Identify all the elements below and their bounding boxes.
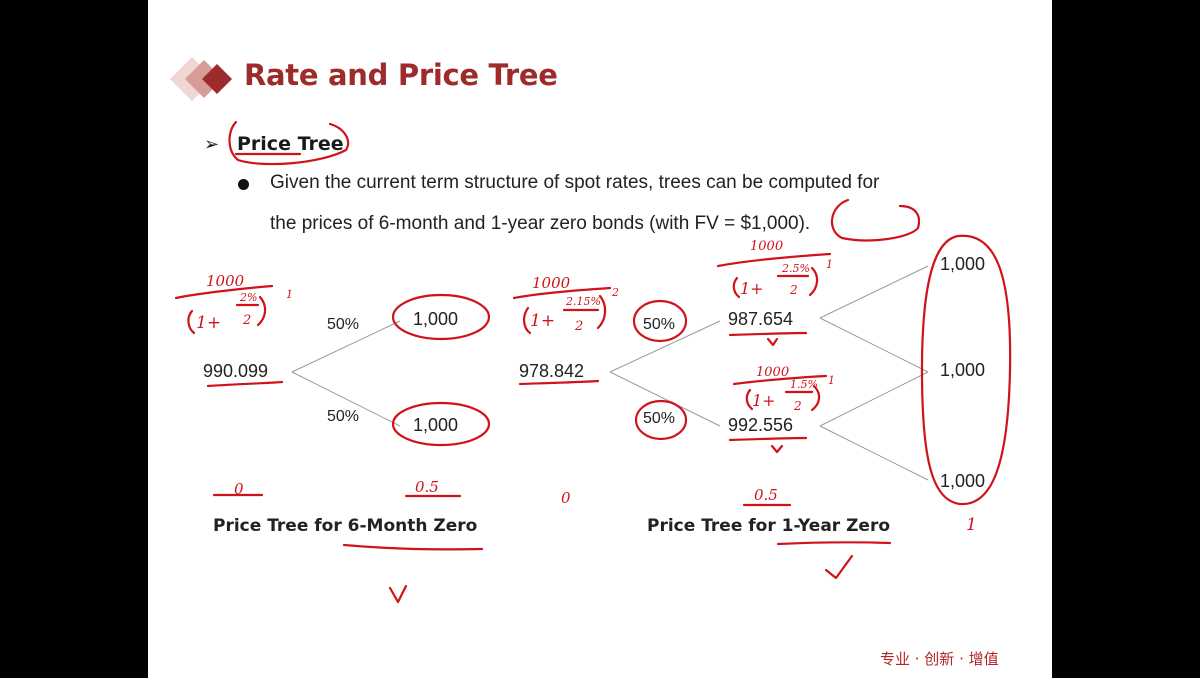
bullet-text-line1: Given the current term structure of spot… (270, 172, 880, 193)
annotation-down-exp: 1 (828, 374, 835, 387)
annotation-down-two: 2 (793, 399, 802, 413)
bullet-text-line2: the prices of 6-month and 1-year zero bo… (270, 213, 811, 234)
tree-1y-up-probability: 50% (643, 316, 676, 333)
annotation-6m-one-plus: 1+ (196, 313, 221, 333)
tree-6m-down-price: 1,000 (413, 415, 459, 435)
annotation-down-one-plus: 1+ (752, 391, 776, 410)
tree-6m-up-price: 1,000 (413, 309, 459, 329)
annotation-1y-numerator: 1000 (532, 274, 571, 292)
logo-diamonds (170, 57, 232, 101)
annotation-up-rate: 2.5% (781, 262, 810, 275)
annotation-1y-two: 2 (574, 319, 583, 334)
tree-1y-ud-price: 1,000 (940, 360, 986, 380)
tree-1y-caption: Price Tree for 1-Year Zero (647, 516, 891, 536)
annotation-6m-rate: 2% (239, 291, 257, 304)
footer-slogan: 专业 · 创新 · 增值 (880, 650, 999, 668)
tree-1y-uu-price: 1,000 (940, 254, 986, 274)
annotation-time-05-1y: 0.5 (754, 486, 778, 504)
tree-6m-up-probability: 50% (327, 316, 360, 333)
tree-1y-dd-price: 1,000 (940, 471, 986, 491)
tree-1y-root-price: 978.842 (519, 361, 585, 381)
annotation-up-numerator: 1000 (750, 239, 783, 254)
tree-1y-up-price: 987.654 (728, 309, 794, 329)
annotation-1y-one-plus: 1+ (530, 311, 555, 331)
annotation-time-05-6m: 0.5 (415, 478, 439, 496)
arrow-bullet-icon: ➢ (204, 134, 220, 155)
tree-1y-down-price: 992.556 (728, 415, 794, 435)
annotation-up-two: 2 (789, 283, 798, 297)
annotation-time-0-6m: 0 (234, 480, 244, 498)
section-heading: Price Tree (237, 133, 344, 155)
annotation-time-1-1y: 1 (966, 515, 977, 535)
annotation-down-rate: 1.5% (790, 378, 818, 391)
tree-1y-down-probability: 50% (643, 410, 676, 427)
slide-title: Rate and Price Tree (244, 58, 558, 92)
annotation-up-one-plus: 1+ (740, 279, 764, 298)
annotation-6m-exp: 1 (286, 288, 293, 301)
annotation-6m-numerator: 1000 (206, 272, 245, 290)
annotation-up-exp: 1 (826, 258, 833, 271)
tree-6m-root-price: 990.099 (203, 361, 269, 381)
annotation-time-0-1y: 0 (561, 489, 571, 507)
tree-6m-caption: Price Tree for 6-Month Zero (213, 516, 478, 536)
tree-6m-down-probability: 50% (327, 408, 360, 425)
annotation-down-numerator: 1000 (756, 365, 789, 380)
bullet-dot-icon (238, 179, 249, 190)
annotation-6m-two: 2 (242, 313, 251, 328)
slide (148, 0, 1052, 678)
annotation-1y-exp: 2 (611, 286, 619, 299)
annotation-1y-rate: 2.15% (565, 295, 601, 308)
